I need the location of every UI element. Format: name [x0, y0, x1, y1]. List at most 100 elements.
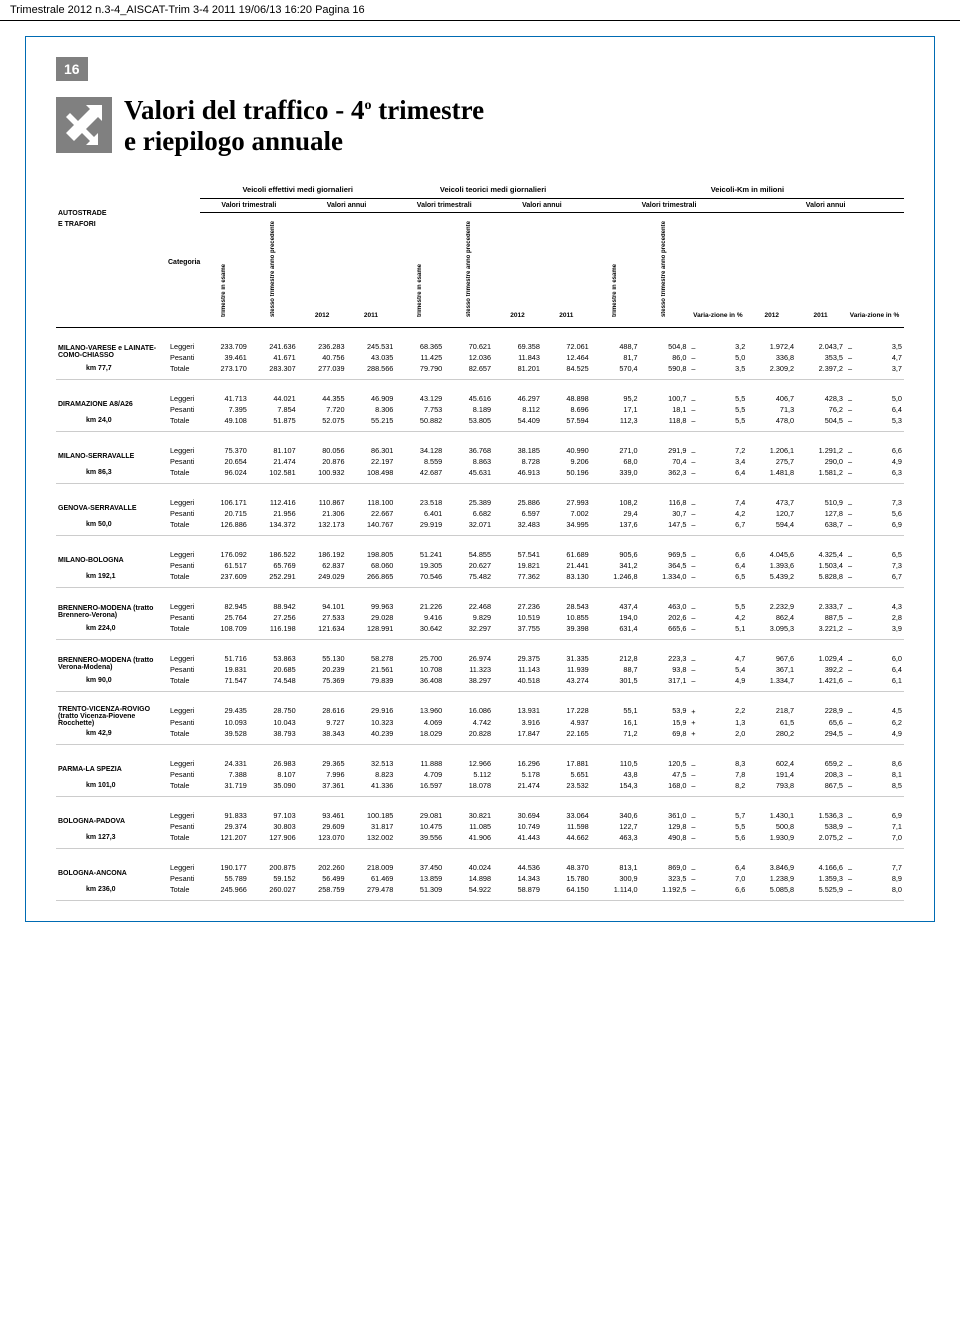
- col-2011: 2011: [796, 213, 845, 328]
- value-cell: 5.439,2: [747, 571, 796, 588]
- value-cell: 17.881: [542, 745, 591, 770]
- value-cell: 32.483: [493, 519, 542, 536]
- value-cell: 31.335: [542, 640, 591, 665]
- value-cell: 15,9: [640, 717, 689, 728]
- value-cell: 51.241: [395, 536, 444, 561]
- value-cell: 77.362: [493, 571, 542, 588]
- value-cell: 4,9: [698, 675, 747, 692]
- value-cell: 26.983: [249, 745, 298, 770]
- section: MILANO-SERRAVALLELeggeri75.37081.10780.0…: [56, 432, 904, 484]
- value-cell: 1.481,8: [747, 467, 796, 484]
- hdr-valtrim-3: Valori trimestrali: [591, 199, 748, 213]
- page-title: Valori del traffico - 4o trimestre e rie…: [124, 95, 484, 157]
- section-name: BOLOGNA-ANCONA: [56, 849, 166, 885]
- value-cell: 279.478: [347, 884, 396, 901]
- value-cell: –: [845, 675, 855, 692]
- value-cell: 7,4: [698, 484, 747, 509]
- value-cell: –: [845, 728, 855, 745]
- value-cell: 10.749: [493, 821, 542, 832]
- value-cell: 11.323: [444, 664, 493, 675]
- value-cell: 1.334,7: [747, 675, 796, 692]
- value-cell: –: [845, 692, 855, 717]
- value-cell: 8.189: [444, 404, 493, 415]
- value-cell: 10.093: [200, 717, 249, 728]
- value-cell: 100.932: [298, 467, 347, 484]
- value-cell: 252.291: [249, 571, 298, 588]
- value-cell: –: [688, 352, 698, 363]
- value-cell: 38.185: [493, 432, 542, 457]
- value-cell: 46.913: [493, 467, 542, 484]
- value-cell: 5,3: [855, 415, 904, 432]
- value-cell: 8,5: [855, 780, 904, 797]
- value-cell: 283.307: [249, 363, 298, 380]
- value-cell: 29.028: [347, 612, 396, 623]
- value-cell: 280,2: [747, 728, 796, 745]
- value-cell: 7.002: [542, 508, 591, 519]
- value-cell: 35.090: [249, 780, 298, 797]
- value-cell: –: [845, 612, 855, 623]
- value-cell: 88.942: [249, 588, 298, 613]
- section-km: km 86,3: [56, 467, 166, 484]
- value-cell: –: [845, 363, 855, 380]
- value-cell: 2.075,2: [796, 832, 845, 849]
- value-cell: 5.178: [493, 769, 542, 780]
- value-cell: 1.503,4: [796, 560, 845, 571]
- value-cell: 132.173: [298, 519, 347, 536]
- value-cell: 44.355: [298, 380, 347, 405]
- table-row: Pesanti20.71521.95621.30622.6676.4016.68…: [56, 508, 904, 519]
- category-cell: Totale: [166, 571, 200, 588]
- category-cell: Pesanti: [166, 873, 200, 884]
- value-cell: 80.056: [298, 432, 347, 457]
- value-cell: 31.817: [347, 821, 396, 832]
- value-cell: 341,2: [591, 560, 640, 571]
- table-row: Pesanti7.3957.8547.7208.3067.7538.1898.1…: [56, 404, 904, 415]
- value-cell: –: [845, 380, 855, 405]
- value-cell: 50.882: [395, 415, 444, 432]
- hdr-valtrim-2: Valori trimestrali: [395, 199, 493, 213]
- value-cell: 75.370: [200, 432, 249, 457]
- section: DIRAMAZIONE A8/A26Leggeri41.71344.02144.…: [56, 380, 904, 432]
- value-cell: 218,7: [747, 692, 796, 717]
- value-cell: 71,3: [747, 404, 796, 415]
- table-row: km 42,9Totale39.52838.79338.34340.23918.…: [56, 728, 904, 745]
- value-cell: 8.696: [542, 404, 591, 415]
- col-2011: 2011: [542, 213, 591, 328]
- value-cell: 194,0: [591, 612, 640, 623]
- value-cell: 74.548: [249, 675, 298, 692]
- value-cell: 23.532: [542, 780, 591, 797]
- value-cell: 1.359,3: [796, 873, 845, 884]
- value-cell: 49.108: [200, 415, 249, 432]
- value-cell: 28.543: [542, 588, 591, 613]
- value-cell: 47,5: [640, 769, 689, 780]
- value-cell: 510,9: [796, 484, 845, 509]
- value-cell: 5,5: [698, 404, 747, 415]
- section: BRENNERO-MODENA (tratto Brennero-Verona)…: [56, 588, 904, 640]
- value-cell: 127.906: [249, 832, 298, 849]
- value-cell: –: [688, 415, 698, 432]
- value-cell: 8,2: [698, 780, 747, 797]
- value-cell: 45.616: [444, 380, 493, 405]
- table-row: Pesanti10.09310.0439.72710.3234.0694.742…: [56, 717, 904, 728]
- value-cell: 1.192,5: [640, 884, 689, 901]
- value-cell: 37.450: [395, 849, 444, 874]
- value-cell: 40.518: [493, 675, 542, 692]
- value-cell: 290,0: [796, 456, 845, 467]
- category-cell: Leggeri: [166, 640, 200, 665]
- value-cell: 16.086: [444, 692, 493, 717]
- value-cell: 659,2: [796, 745, 845, 770]
- value-cell: 168,0: [640, 780, 689, 797]
- value-cell: 29.375: [493, 640, 542, 665]
- value-cell: 100.185: [347, 797, 396, 822]
- value-cell: 7,0: [855, 832, 904, 849]
- value-cell: 11.598: [542, 821, 591, 832]
- value-cell: 273.170: [200, 363, 249, 380]
- hdr-valann-3: Valori annui: [747, 199, 904, 213]
- value-cell: 20.239: [298, 664, 347, 675]
- value-cell: 16.597: [395, 780, 444, 797]
- category-cell: Totale: [166, 467, 200, 484]
- value-cell: 3.095,3: [747, 623, 796, 640]
- value-cell: 2.309,2: [747, 363, 796, 380]
- category-cell: Totale: [166, 623, 200, 640]
- value-cell: –: [688, 588, 698, 613]
- value-cell: 12.036: [444, 352, 493, 363]
